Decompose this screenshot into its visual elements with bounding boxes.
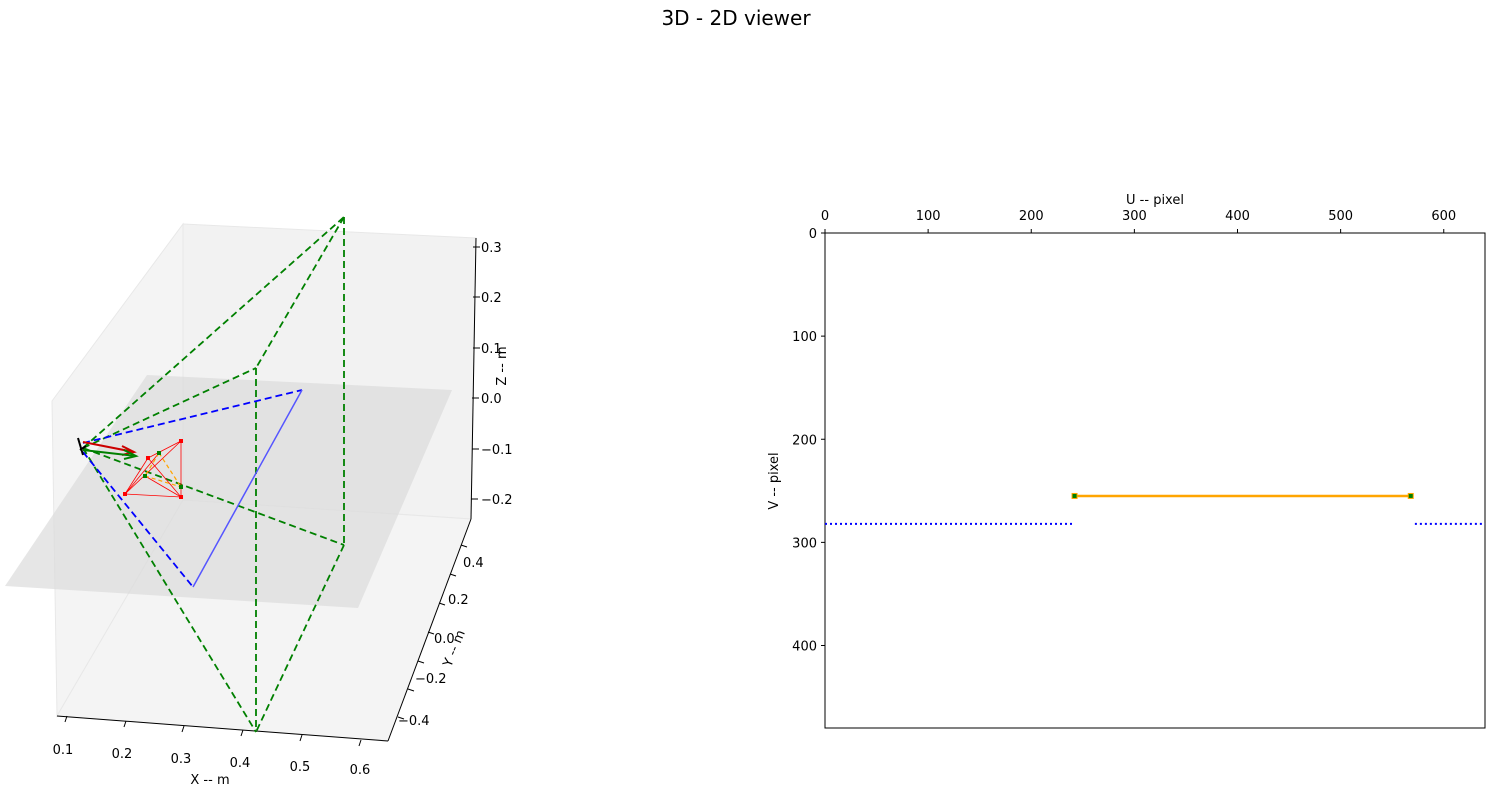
plot-frame xyxy=(824,232,1486,729)
z-tick-label: 0.3 xyxy=(481,241,502,256)
v-tick-label: 200 xyxy=(792,433,817,448)
z-tick-label: 0.1 xyxy=(481,342,502,357)
v-ticks: 0 100 200 300 400 xyxy=(792,227,825,655)
y-tick-label: −0.2 xyxy=(415,672,447,687)
z-tick-label: −0.2 xyxy=(481,493,513,508)
y-tick-label: −0.4 xyxy=(398,714,430,729)
u-tick-label: 300 xyxy=(1122,209,1147,224)
v-axis-label: V -- pixel xyxy=(767,452,782,509)
u-ticks: 0 100 200 300 400 500 600 xyxy=(821,209,1456,233)
z-axis-label: Z -- m xyxy=(495,346,510,385)
u-tick-label: 0 xyxy=(821,209,829,224)
series-point xyxy=(1407,492,1414,499)
z-axis-line xyxy=(470,237,477,520)
v-tick-label: 0 xyxy=(809,227,817,242)
x-tick-label: 0.2 xyxy=(112,747,133,762)
x-ticks xyxy=(64,715,362,747)
axes-3d: 0.3 0.2 0.1 0.0 −0.1 −0.2 Z -- m 0.1 0.2… xyxy=(5,216,513,788)
v-tick-label: 100 xyxy=(792,330,817,345)
y-tick-label: 0.4 xyxy=(463,556,484,571)
z-tick-label: 0.0 xyxy=(481,392,502,407)
projection-lines xyxy=(82,389,303,588)
series-point xyxy=(1071,492,1078,499)
object-segment xyxy=(144,452,182,488)
axes-2d: 0 100 200 300 400 500 600 0 100 200 300 400 U -- p… xyxy=(767,193,1486,729)
figure-title: 3D - 2D viewer xyxy=(661,6,811,30)
x-axis-line xyxy=(56,715,389,742)
x-tick-label: 0.3 xyxy=(171,752,192,767)
u-axis-label: U -- pixel xyxy=(1126,193,1184,208)
x-axis-label: X -- m xyxy=(190,773,229,788)
v-tick-label: 300 xyxy=(792,536,817,551)
z-tick-label: 0.2 xyxy=(481,291,502,306)
camera-axes xyxy=(77,437,139,460)
x-tick-label: 0.5 xyxy=(290,760,311,775)
z-tick-label: −0.1 xyxy=(481,443,513,458)
x-tick-label: 0.1 xyxy=(53,743,74,758)
u-tick-label: 500 xyxy=(1328,209,1353,224)
u-tick-label: 400 xyxy=(1225,209,1250,224)
x-tick-label: 0.4 xyxy=(230,756,251,771)
y-ticks xyxy=(397,544,468,720)
z-ticks xyxy=(471,246,480,500)
u-tick-label: 200 xyxy=(1019,209,1044,224)
series-layer xyxy=(825,492,1485,525)
x-tick-label: 0.6 xyxy=(350,763,371,778)
y-axis-line xyxy=(387,518,472,742)
u-tick-label: 600 xyxy=(1431,209,1456,224)
u-tick-label: 100 xyxy=(916,209,941,224)
object-markers-green xyxy=(143,451,183,489)
v-tick-label: 400 xyxy=(792,640,817,655)
y-tick-label: 0.2 xyxy=(448,593,469,608)
object-3d xyxy=(124,440,182,498)
object-markers xyxy=(123,439,183,499)
camera-frustum xyxy=(82,216,345,733)
y-tick-label: 0.0 xyxy=(434,632,455,647)
